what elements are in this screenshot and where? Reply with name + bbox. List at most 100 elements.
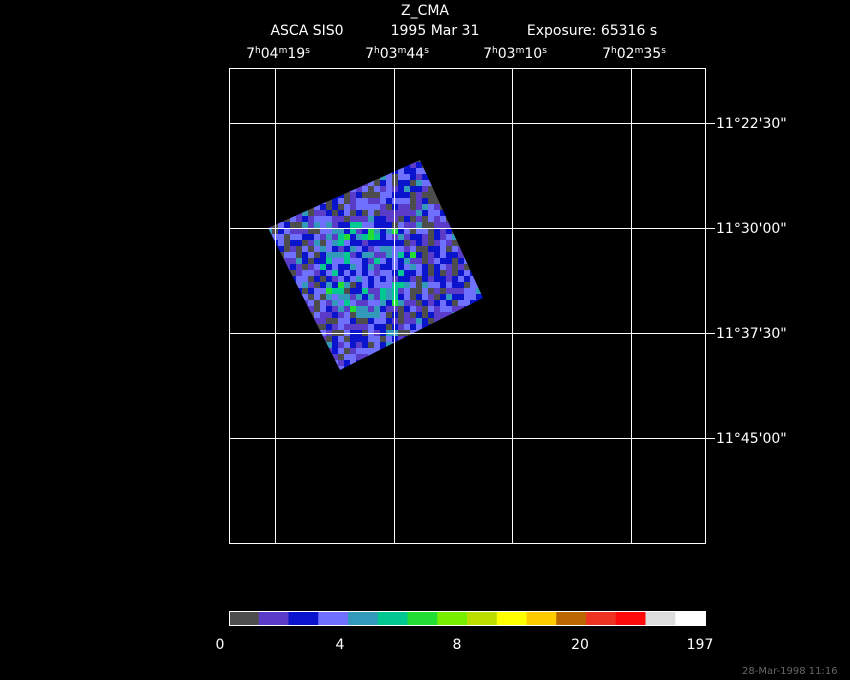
pixel	[410, 252, 416, 258]
pixel	[416, 240, 422, 246]
pixel	[404, 252, 410, 258]
pixel	[350, 198, 356, 204]
pixel	[338, 198, 344, 204]
pixel	[398, 294, 404, 300]
pixel	[314, 216, 320, 222]
pixel	[338, 342, 344, 348]
pixel	[344, 228, 350, 234]
pixel	[320, 306, 326, 312]
pixel	[368, 216, 374, 222]
pixel	[320, 294, 326, 300]
pixel	[410, 198, 416, 204]
pixel	[386, 324, 392, 330]
pixel	[362, 306, 368, 312]
pixel	[458, 264, 464, 270]
colorbar-cell	[258, 611, 289, 625]
pixel	[362, 204, 368, 210]
pixel	[446, 240, 452, 246]
pixel	[428, 234, 434, 240]
ra-unit: m	[635, 46, 644, 56]
pixel	[314, 276, 320, 282]
pixel	[344, 288, 350, 294]
pixel	[362, 252, 368, 258]
pixel	[410, 288, 416, 294]
instrument: ASCA SIS0	[270, 23, 343, 39]
pixel	[308, 306, 314, 312]
pixel	[326, 222, 332, 228]
pixel	[320, 282, 326, 288]
pixel	[284, 240, 290, 246]
pixel	[314, 240, 320, 246]
pixel	[428, 228, 434, 234]
pixel	[338, 234, 344, 240]
pixel	[332, 306, 338, 312]
pixel	[386, 252, 392, 258]
colorbar-cell	[526, 611, 557, 625]
pixel	[326, 210, 332, 216]
pixel	[356, 348, 362, 354]
pixel	[344, 300, 350, 306]
pixel	[482, 294, 483, 300]
pixel	[380, 342, 386, 348]
pixel	[434, 258, 440, 264]
pixel	[380, 222, 386, 228]
pixel	[362, 312, 368, 318]
ra-label: 7h02m35s	[602, 46, 666, 62]
pixel	[410, 324, 416, 330]
pixel	[434, 234, 440, 240]
pixel	[398, 210, 404, 216]
pixel	[350, 270, 356, 276]
pixel	[404, 270, 410, 276]
pixel	[350, 234, 356, 240]
pixel	[326, 282, 332, 288]
pixel	[338, 336, 344, 342]
pixel	[374, 336, 380, 342]
pixel	[434, 204, 440, 210]
pixel	[452, 294, 458, 300]
pixel	[386, 234, 392, 240]
pixel	[470, 294, 476, 300]
pixel	[386, 312, 392, 318]
pixel	[356, 270, 362, 276]
pixel	[398, 240, 404, 246]
pixel	[398, 306, 404, 312]
pixel	[404, 294, 410, 300]
pixel	[308, 282, 314, 288]
pixel	[350, 360, 356, 366]
pixel	[452, 270, 458, 276]
pixel	[350, 258, 356, 264]
pixel	[302, 282, 308, 288]
pixel	[422, 180, 428, 186]
pixel	[410, 192, 416, 198]
pixel	[302, 210, 308, 216]
pixel	[362, 228, 368, 234]
pixel	[428, 318, 434, 324]
pixel	[350, 324, 356, 330]
pixel	[386, 282, 392, 288]
pixel	[326, 336, 332, 342]
pixel	[326, 198, 332, 204]
pixel	[350, 222, 356, 228]
pixel	[422, 288, 428, 294]
pixel	[428, 294, 434, 300]
pixel	[422, 198, 428, 204]
pixel	[404, 258, 410, 264]
pixel	[302, 228, 308, 234]
pixel	[344, 306, 350, 312]
pixel	[428, 216, 434, 222]
pixel	[374, 234, 380, 240]
pixel	[362, 264, 368, 270]
pixel	[398, 258, 404, 264]
colorbar-cell	[586, 611, 617, 625]
pixel	[356, 210, 362, 216]
pixel	[326, 276, 332, 282]
pixel	[350, 246, 356, 252]
pixel	[320, 246, 326, 252]
pixel	[452, 246, 458, 252]
colorbar-cell	[288, 611, 319, 625]
pixel	[404, 300, 410, 306]
pixel	[344, 252, 350, 258]
pixel	[344, 264, 350, 270]
pixel	[386, 228, 392, 234]
pixel	[368, 204, 374, 210]
